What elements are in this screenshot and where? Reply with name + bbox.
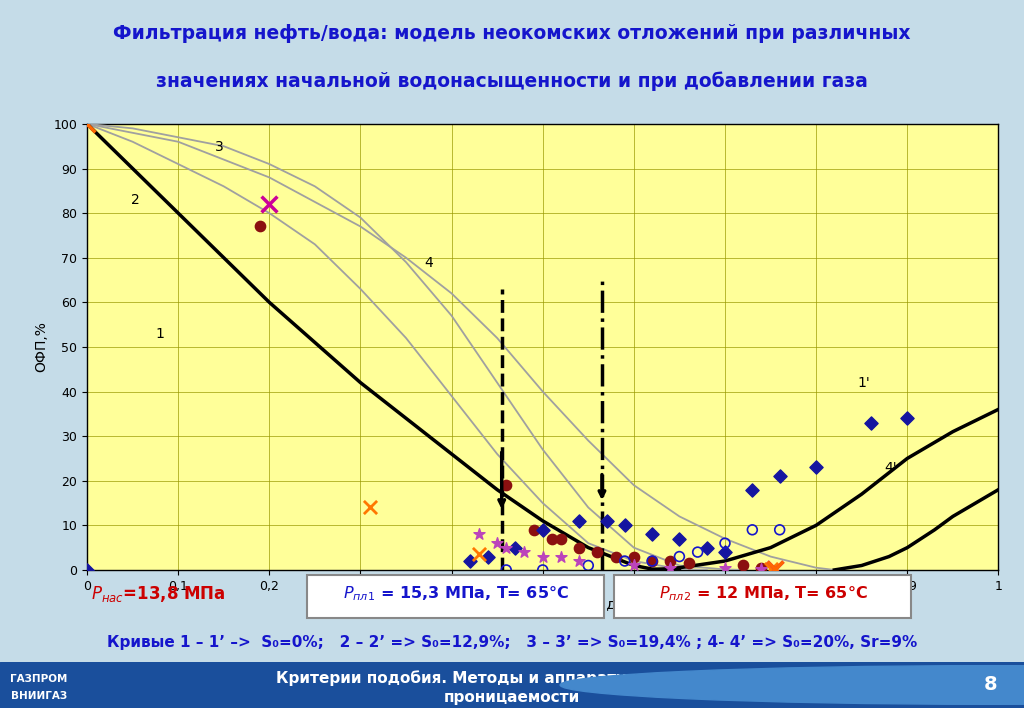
Point [808,462,824,473]
Point [767,564,783,575]
Text: 1': 1' [857,376,870,390]
Point [498,479,514,491]
Point [471,549,487,560]
Point [771,524,787,535]
Point [498,564,514,576]
Point [689,547,706,558]
Point [717,537,733,549]
Point [754,564,770,575]
Point [717,547,733,558]
X-axis label: Водонасыщенность, д.е.: Водонасыщенность, д.е. [453,598,633,612]
Text: 4: 4 [424,256,433,270]
Point [626,551,642,562]
Text: $P_{нас}$=13,8 МПа: $P_{нас}$=13,8 МПа [91,584,226,604]
Point [762,564,778,575]
Point [698,542,715,554]
Point [79,118,95,130]
Text: проницаемости: проницаемости [443,690,581,705]
Point [767,564,783,575]
Point [644,555,660,566]
Point [580,560,596,571]
Point [744,484,761,496]
Point [680,558,696,569]
Point [535,551,551,562]
Text: $P_{пл2}$ = 12 МПа, T= 65°C: $P_{пл2}$ = 12 МПа, T= 65°C [658,585,867,603]
Point [672,551,688,562]
Point [598,515,614,527]
Point [553,533,569,544]
Circle shape [560,666,1024,704]
Point [252,221,268,232]
Point [553,551,569,562]
Point [616,555,633,566]
Point [544,533,560,544]
Point [571,542,588,554]
Text: 1: 1 [156,327,164,341]
Text: 4': 4' [885,461,897,475]
Point [663,555,679,566]
Point [571,555,588,566]
Text: 8: 8 [983,675,997,695]
Point [261,198,278,210]
Point [607,551,624,562]
Point [899,413,915,424]
Point [480,551,497,562]
Point [744,524,761,535]
Point [535,564,551,576]
Point [525,524,542,535]
Text: значениях начальной водонасыщенности и при добавлении газа: значениях начальной водонасыщенности и п… [156,72,868,91]
Point [507,542,523,554]
Point [644,529,660,540]
Point [626,560,642,571]
Point [644,555,660,566]
Text: Кривые 1 – 1’ –>  S₀=0%;   2 – 2’ => S₀=12,9%;   3 – 3’ => S₀=19,4% ; 4- 4’ => S: Кривые 1 – 1’ –> S₀=0%; 2 – 2’ => S₀=12,… [106,635,918,650]
Point [735,560,752,571]
Text: ВНИИГАЗ: ВНИИГАЗ [11,692,67,702]
Point [672,533,688,544]
Point [663,562,679,573]
Point [462,555,478,566]
Point [571,515,588,527]
Point [771,471,787,482]
Text: 3: 3 [215,139,223,154]
Point [79,564,95,576]
FancyBboxPatch shape [614,575,911,618]
Point [589,547,605,558]
Text: 2: 2 [131,193,139,207]
Point [361,502,378,513]
Point [616,520,633,531]
Point [516,547,532,558]
Point [862,417,879,428]
Point [471,529,487,540]
Text: $P_{пл1}$ = 15,3 МПа, T= 65°C: $P_{пл1}$ = 15,3 МПа, T= 65°C [343,585,568,603]
Point [754,562,770,573]
Text: Критерии подобия. Методы и аппаратура измерения: Критерии подобия. Методы и аппаратура из… [276,670,748,686]
Point [489,537,506,549]
FancyBboxPatch shape [307,575,604,618]
Point [535,524,551,535]
Y-axis label: ОФП,%: ОФП,% [34,321,48,372]
Text: ГАЗПРОМ: ГАЗПРОМ [10,675,68,685]
Text: Фильтрация нефть/вода: модель неокомских отложений при различных: Фильтрация нефть/вода: модель неокомских… [114,24,910,43]
Point [498,542,514,554]
Point [717,562,733,573]
